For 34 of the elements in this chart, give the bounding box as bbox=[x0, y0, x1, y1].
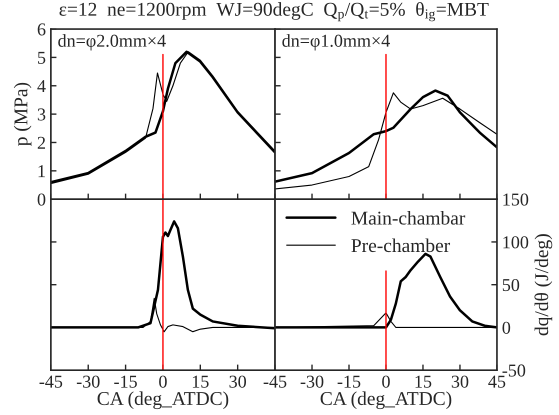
y-tick-label: 3 bbox=[38, 108, 46, 121]
legend-label: Main-chambar bbox=[351, 210, 466, 225]
x-tick-label: -30 bbox=[300, 376, 324, 388]
x-tick-label: 15 bbox=[192, 376, 209, 388]
x-axis-title: CA (deg_ATDC) bbox=[320, 391, 452, 410]
legend-label: Pre-chamber bbox=[351, 238, 450, 252]
y-tick-label: 0 bbox=[38, 193, 46, 206]
y-tick-label: 1 bbox=[38, 165, 45, 178]
y-tick-label: 4 bbox=[37, 80, 46, 92]
annotation: dn=φ1.0mm×4 bbox=[282, 34, 390, 51]
x-tick-label: -45 bbox=[40, 376, 62, 388]
x-tick-label: 30 bbox=[230, 376, 246, 388]
x-tick-label: 15 bbox=[416, 376, 432, 388]
x-tick-label: -15 bbox=[114, 376, 137, 388]
x-tick-label: -45 bbox=[264, 376, 286, 388]
y-tick-label: 6 bbox=[38, 23, 46, 36]
y2-axis-title: dq/dθ (J/deg) bbox=[534, 234, 552, 336]
annotation: dn=φ2.0mm×4 bbox=[58, 34, 166, 51]
x-tick-label: -15 bbox=[338, 376, 360, 388]
y2-tick-label: 150 bbox=[503, 193, 528, 206]
y2-tick-label: 100 bbox=[503, 236, 528, 248]
x-tick-label: 45 bbox=[488, 376, 506, 388]
x-tick-label: -30 bbox=[76, 376, 100, 388]
x-tick-label: 0 bbox=[382, 376, 390, 388]
y-tick-label: 2 bbox=[38, 136, 46, 149]
y2-tick-label: -50 bbox=[502, 364, 526, 377]
y2-tick-label: 50 bbox=[502, 278, 520, 292]
x-axis-title: CA (deg_ATDC) bbox=[98, 391, 228, 410]
x-tick-label: 30 bbox=[452, 376, 468, 388]
x-tick-label: 0 bbox=[159, 376, 167, 388]
y-axis-title: p (MPa) bbox=[14, 82, 32, 146]
y-tick-label: 5 bbox=[38, 52, 46, 64]
chart-title: ε=12 ne=1200rpm WJ=90degC Q$_{p}$/Q$_{t}$=5% θ$_{ig}$=MBT bbox=[60, 2, 489, 22]
y2-tick-label: 0 bbox=[502, 322, 510, 334]
